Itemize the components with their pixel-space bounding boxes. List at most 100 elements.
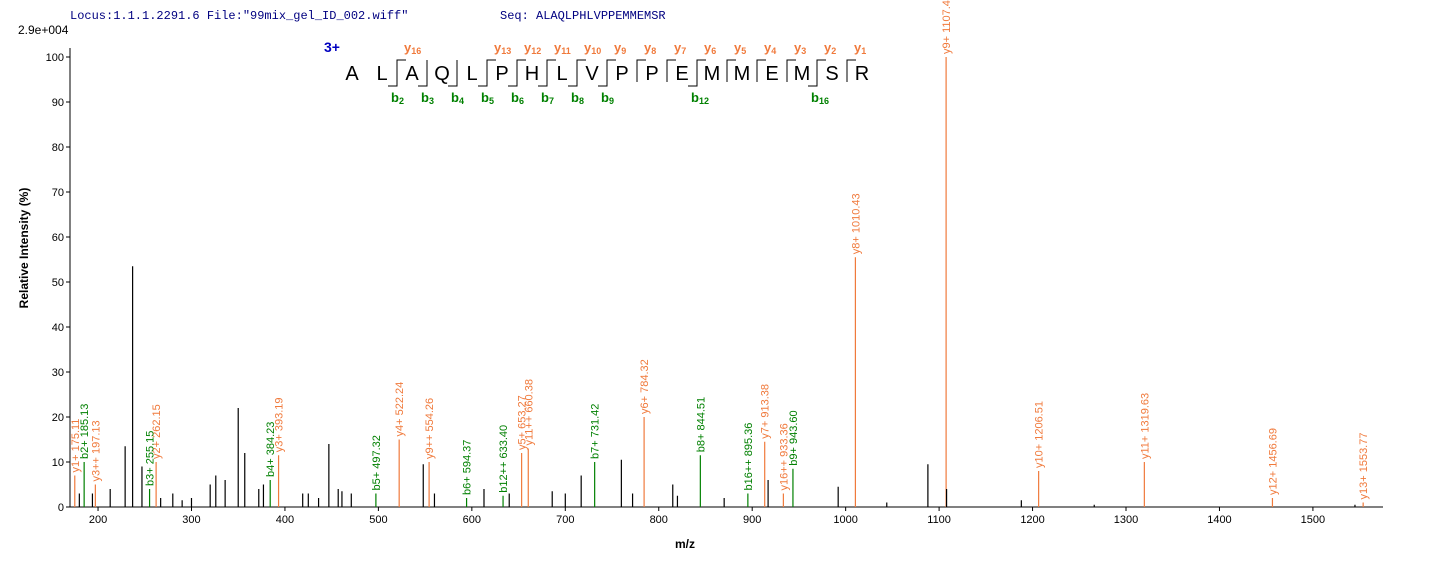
x-tick-label: 1300: [1114, 514, 1138, 526]
peak-label: y1+ 175.11: [70, 419, 82, 473]
residue: R: [855, 63, 869, 85]
y-ion-label: y2: [824, 40, 836, 56]
y-tick-label: 10: [52, 457, 64, 469]
y-bracket: [666, 59, 676, 82]
y-tick-label: 0: [58, 502, 64, 514]
y-bracket: [726, 59, 736, 82]
residue: M: [794, 63, 811, 85]
ion-letter: y: [674, 40, 682, 55]
peak-label: y4+ 522.24: [394, 382, 406, 437]
y-ion-label: y7: [674, 40, 686, 56]
ion-letter: y: [854, 40, 862, 55]
ion-letter: y: [404, 40, 412, 55]
ion-number: 9: [609, 96, 614, 106]
b-bracket: [808, 60, 818, 87]
residue: L: [466, 63, 477, 85]
y-ion-label: y10: [584, 40, 601, 56]
ion-letter: y: [824, 40, 832, 55]
y-tick-label: 90: [52, 97, 64, 109]
ion-letter: y: [764, 40, 772, 55]
b-ion-label: b6: [511, 90, 524, 106]
ion-letter: b: [541, 90, 549, 105]
peak-label: b6+ 594.37: [462, 440, 474, 495]
b-bracket: [388, 60, 398, 87]
residue: L: [376, 63, 387, 85]
residue: V: [585, 63, 599, 85]
b-ion-label: b16: [811, 90, 829, 106]
b-ion-label: b8: [571, 90, 584, 106]
x-tick-label: 800: [650, 514, 668, 526]
locus: Locus:1.1.1.2291.6 File:"99mix_gel_ID_00…: [70, 9, 408, 23]
ion-letter: y: [584, 40, 592, 55]
peak-label: b8+ 844.51: [695, 397, 707, 452]
ion-letter: b: [601, 90, 609, 105]
peak-label: b5+ 497.32: [371, 435, 383, 490]
ion-number: 5: [741, 46, 746, 56]
ion-letter: y: [704, 40, 712, 55]
ion-number: 2: [831, 46, 836, 56]
y-bracket: [846, 59, 856, 82]
ion-letter: y: [644, 40, 652, 55]
peak-label: b3+ 255.15: [145, 431, 157, 486]
residue: A: [345, 63, 359, 85]
y-axis-label: Relative Intensity (%): [17, 188, 31, 309]
residue: A: [405, 63, 419, 85]
peak-label: y3+ 393.19: [274, 398, 286, 453]
ion-number: 16: [411, 46, 421, 56]
b-bracket: [508, 60, 518, 87]
y-ion-label: y9: [614, 40, 626, 56]
b-ion-label: b12: [691, 90, 709, 106]
residue: E: [675, 63, 688, 85]
peak-label: y11++ 660.38: [523, 379, 535, 445]
y-ion-label: y11: [554, 40, 571, 56]
x-tick-label: 300: [182, 514, 200, 526]
x-tick-label: 1000: [833, 514, 857, 526]
sequence-header: Seq: ALAQLPHLVPPEMMEMSR: [500, 9, 666, 23]
ion-letter: b: [691, 90, 699, 105]
y-ion-label: y8: [644, 40, 656, 56]
charge: 3+: [324, 39, 340, 55]
b-ion-label: b7: [541, 90, 554, 106]
peak-label: b7+ 731.42: [590, 404, 602, 459]
residue: E: [765, 63, 778, 85]
ion-number: 8: [579, 96, 584, 106]
x-tick-label: 400: [276, 514, 294, 526]
ion-letter: y: [524, 40, 532, 55]
peak-label: y13+ 1553.77: [1358, 433, 1370, 500]
peak-label: b16++ 895.36: [743, 423, 755, 491]
b-bracket: [598, 60, 608, 87]
peak-label: y8+ 1010.43: [850, 193, 862, 254]
peak-label: y7+ 913.38: [760, 384, 772, 439]
peak-label: y10+ 1206.51: [1034, 401, 1046, 468]
y-ion-label: y3: [794, 40, 806, 56]
scale-label: 2.9e+004: [18, 23, 69, 37]
residue: Q: [434, 63, 450, 85]
residue: M: [734, 63, 751, 85]
y-ion-label: y13: [494, 40, 511, 56]
b-bracket: [688, 60, 698, 87]
ion-number: 2: [399, 96, 404, 106]
x-tick-label: 500: [369, 514, 387, 526]
y-tick-label: 80: [52, 142, 64, 154]
b-ion-label: b9: [601, 90, 614, 106]
ion-number: 7: [549, 96, 554, 106]
ion-letter: b: [511, 90, 519, 105]
ion-number: 7: [681, 46, 686, 56]
peak-label: y12+ 1456.69: [1267, 428, 1279, 495]
y-bracket: [756, 59, 766, 82]
peak-label: b2+ 185.13: [79, 404, 91, 459]
y-bracket: [546, 59, 556, 82]
ion-letter: y: [554, 40, 562, 55]
ion-number: 16: [819, 96, 829, 106]
b-bracket: [478, 60, 488, 87]
residue: H: [525, 63, 539, 85]
b-ion-label: b4: [451, 90, 464, 106]
ion-number: 6: [519, 96, 524, 106]
peak-label: y9+ 1107.49: [941, 0, 953, 54]
ion-letter: b: [451, 90, 459, 105]
y-tick-label: 30: [52, 367, 64, 379]
peak-label: y3++ 197.13: [90, 420, 102, 481]
y-ion-label: y16: [404, 40, 421, 56]
b-bracket: [448, 60, 458, 87]
